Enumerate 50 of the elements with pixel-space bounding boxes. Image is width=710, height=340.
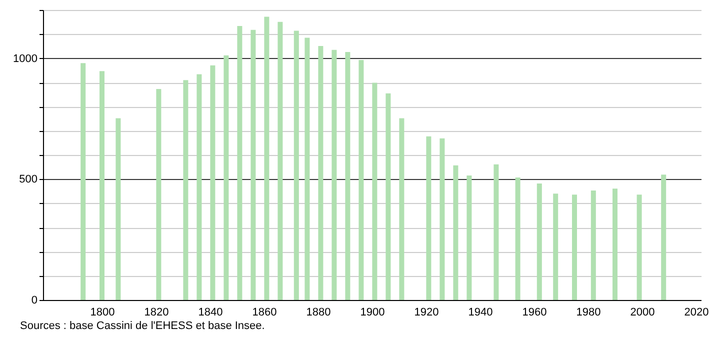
x-tick-label: 2020 <box>684 306 709 318</box>
x-tick-label: 1820 <box>144 306 169 318</box>
x-tick-label: 1900 <box>360 306 385 318</box>
bar <box>466 176 472 300</box>
bar <box>224 55 229 300</box>
bar <box>156 89 162 300</box>
bar <box>278 22 283 300</box>
bar <box>661 174 666 300</box>
bar <box>210 65 216 300</box>
y-tick-label: 0 <box>31 294 38 306</box>
bar <box>399 118 404 300</box>
bar <box>100 71 104 300</box>
bar <box>345 52 350 300</box>
bar <box>237 26 242 300</box>
bar <box>183 80 188 300</box>
bar <box>426 136 432 300</box>
bar <box>332 50 337 300</box>
bar <box>515 177 520 300</box>
bar <box>196 74 202 300</box>
source-note: Sources : base Cassini de l'EHESS et base Insee. <box>20 320 265 332</box>
bar <box>80 63 86 300</box>
x-tick-label: 1880 <box>306 306 331 318</box>
x-tick-label: 1980 <box>576 306 601 318</box>
x-tick-label: 1960 <box>522 306 547 318</box>
bar <box>264 16 270 300</box>
bar <box>536 184 542 300</box>
x-tick-label: 1940 <box>468 306 493 318</box>
bar <box>318 46 324 300</box>
x-tick-label: 1800 <box>90 306 115 318</box>
bar <box>250 30 256 300</box>
bar <box>358 60 364 300</box>
bar <box>636 194 642 300</box>
bar <box>612 188 618 300</box>
bar <box>386 93 391 300</box>
bar <box>116 118 121 300</box>
bar <box>372 82 378 300</box>
y-tick-label: 500 <box>19 174 38 186</box>
bar <box>453 165 458 300</box>
bar <box>494 164 499 300</box>
bar <box>553 194 558 300</box>
x-tick-label: 2000 <box>630 306 655 318</box>
x-tick-label: 1920 <box>414 306 439 318</box>
bar <box>294 30 299 300</box>
x-tick-label: 1840 <box>198 306 223 318</box>
bar <box>304 38 310 300</box>
bar <box>590 190 596 300</box>
y-tick-label: 1000 <box>13 52 38 65</box>
bar <box>440 138 445 300</box>
bar <box>572 194 577 300</box>
x-tick-label: 1860 <box>252 306 277 318</box>
